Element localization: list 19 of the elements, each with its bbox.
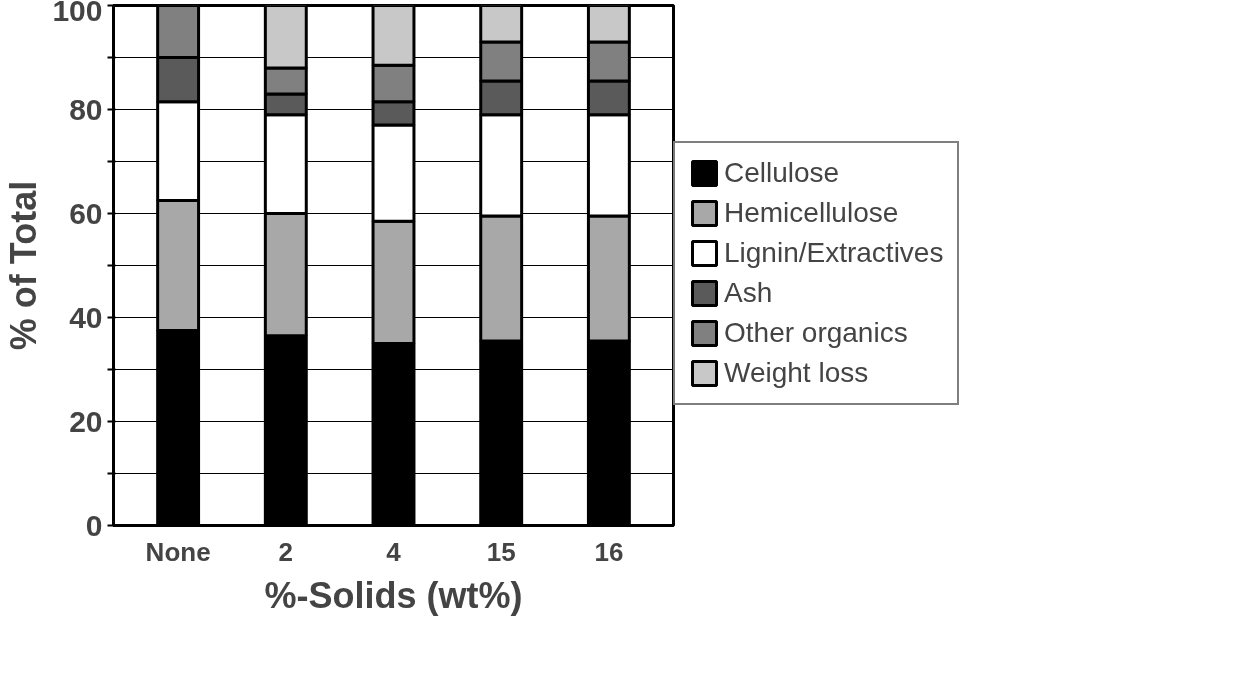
y-tick-label: 40 [69, 300, 103, 334]
legend-label: Ash [724, 277, 773, 309]
legend-label: Other organics [724, 317, 908, 349]
x-axis-title: %-Solids (wt%) [264, 574, 523, 616]
x-tick-label: 2 [278, 536, 294, 567]
legend-label: Weight loss [724, 357, 869, 389]
x-tick-label: 4 [386, 536, 402, 567]
legend-label: Cellulose [724, 157, 840, 189]
y-tick-label: 100 [52, 0, 103, 27]
y-tick-label: 20 [69, 404, 103, 438]
x-tick-label: None [145, 536, 211, 567]
y-tick-label: 0 [85, 508, 103, 542]
y-tick-label: 80 [69, 92, 103, 126]
x-tick-label: 15 [486, 536, 516, 567]
legend-label: Lignin/Extractives [724, 237, 944, 269]
y-tick-label: 60 [69, 196, 103, 230]
x-tick-label: 16 [594, 536, 624, 567]
legend-label: Hemicellulose [724, 197, 899, 229]
y-axis-title: % of Total [3, 180, 45, 351]
